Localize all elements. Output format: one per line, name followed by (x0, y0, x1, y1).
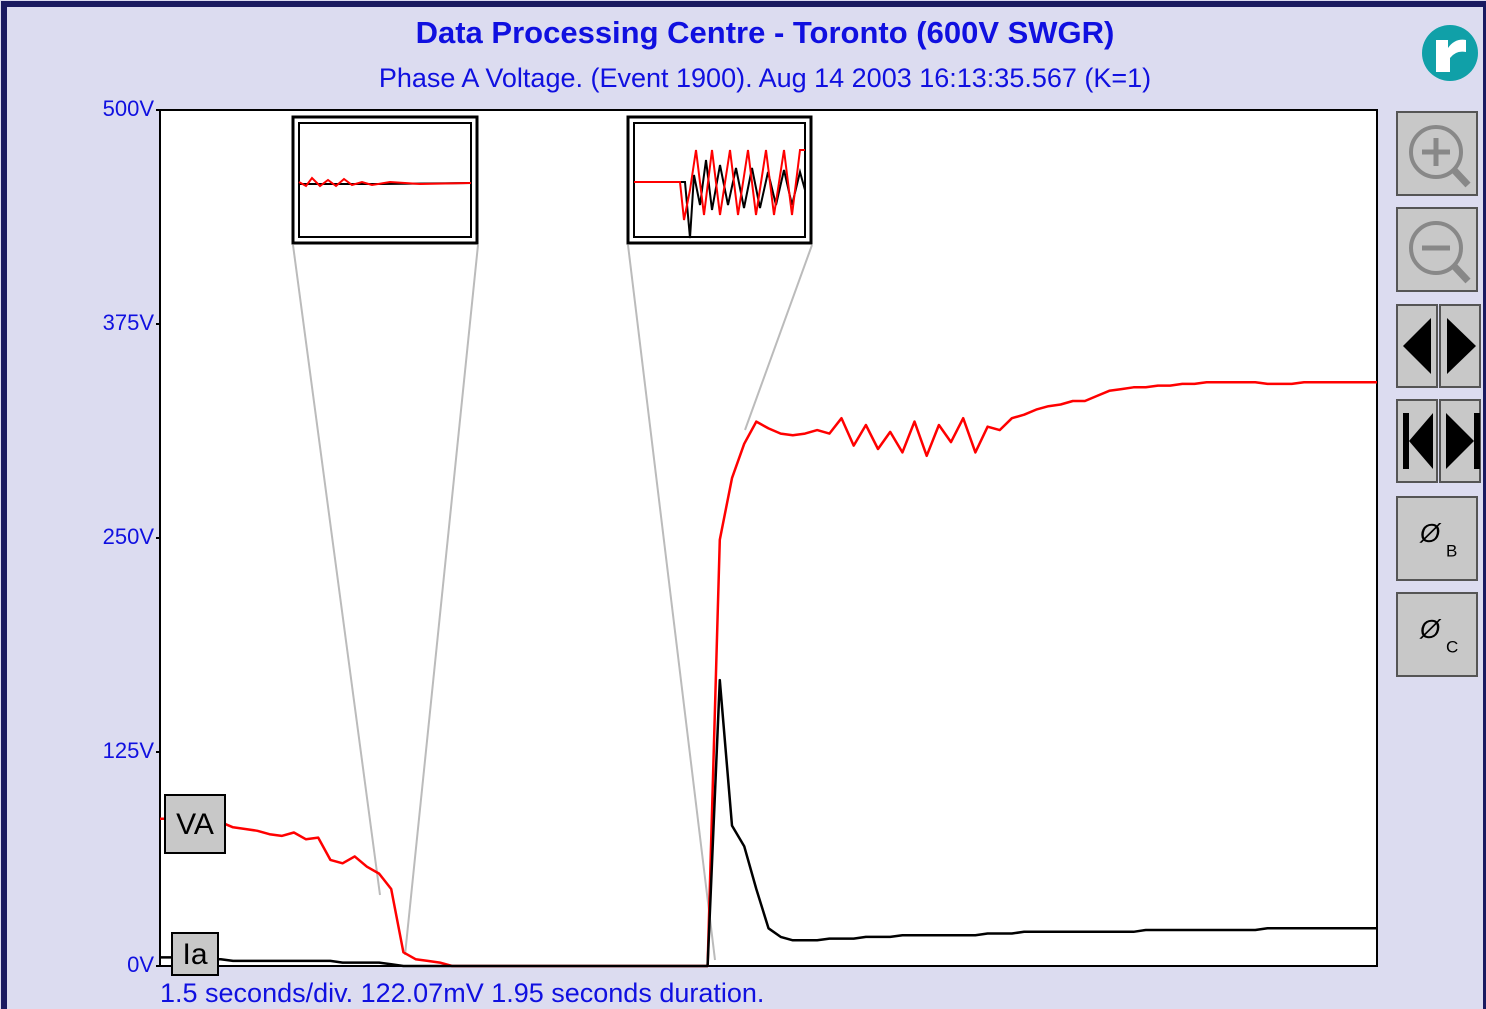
inset-guides (292, 244, 813, 961)
series-line (160, 380, 1377, 968)
chart-title: Data Processing Centre - Toronto (600V S… (416, 15, 1115, 50)
legend-label: Ia (182, 938, 207, 971)
y-tick-label: 125V (103, 738, 155, 763)
button-label: C (1446, 637, 1458, 656)
y-tick-label: 0V (127, 952, 154, 977)
phase-c-button[interactable]: Ø C (1396, 592, 1478, 677)
logo (1422, 25, 1478, 81)
footer: 1.5 seconds/div. 122.07mV 1.95 seconds d… (160, 978, 764, 1008)
y-tick-label: 375V (103, 310, 155, 335)
series-line (160, 678, 1377, 968)
go-start-button[interactable] (1396, 399, 1438, 483)
go-end-button[interactable] (1439, 399, 1481, 483)
scroll-left-button[interactable] (1396, 304, 1438, 388)
chart-subtitle: Phase A Voltage. (Event 1900). Aug 14 20… (379, 63, 1151, 93)
legend-box (164, 794, 226, 854)
button-label: Ø (1419, 614, 1442, 644)
zoom-in-button[interactable] (1396, 111, 1478, 196)
y-tick-label: 250V (103, 524, 155, 549)
button-label: Ø (1419, 518, 1442, 548)
y-tick-label: 500V (103, 96, 155, 121)
zoom-out-button[interactable] (1396, 207, 1478, 292)
plot-area (159, 109, 1378, 967)
phase-b-button[interactable]: Ø B (1396, 496, 1478, 581)
button-label: B (1446, 541, 1457, 560)
inset (291, 115, 479, 245)
legend-box (171, 932, 219, 976)
inset (626, 115, 813, 245)
scroll-right-button[interactable] (1439, 304, 1481, 388)
legend-label: VA (176, 808, 214, 841)
